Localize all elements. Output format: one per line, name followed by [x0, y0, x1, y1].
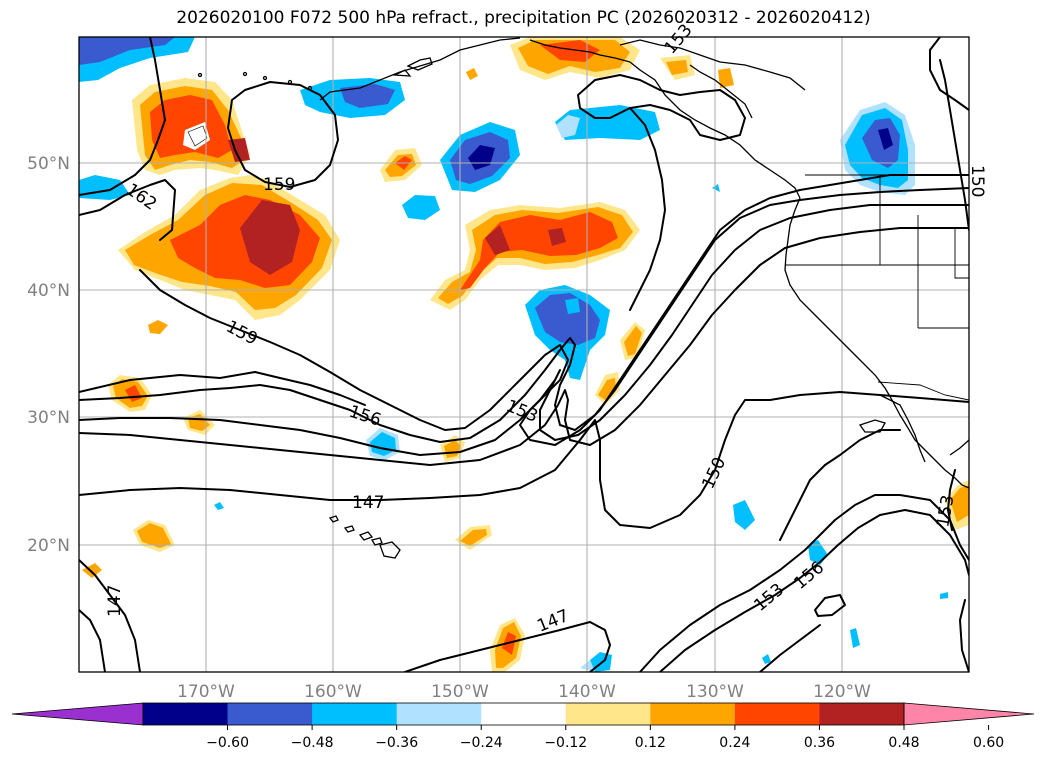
refractivity-contours — [79, 37, 969, 672]
lon-axis-labels: 170°W 160°W 150°W 140°W 130°W 120°W — [177, 682, 871, 702]
colorbar-tick-label: −0.12 — [544, 735, 587, 751]
colorbar-segment — [650, 703, 736, 725]
colorbar-frame — [142, 702, 905, 726]
contour-label: 147 — [105, 585, 125, 617]
colorbar-tick-label: 0.48 — [888, 735, 919, 751]
lat-tick-label: 40°N — [27, 281, 70, 301]
contour-label: 150 — [967, 165, 987, 197]
precip-shading — [79, 37, 969, 672]
colorbar-tick-label: −0.36 — [375, 735, 418, 751]
colorbar-segment — [227, 703, 313, 725]
colorbar-segment — [565, 703, 651, 725]
contour-label: 159 — [223, 317, 261, 350]
lon-tick-label: 150°W — [431, 682, 489, 702]
colorbar-segment — [734, 703, 820, 725]
lon-tick-label: 130°W — [686, 682, 744, 702]
contour-label: 162 — [122, 180, 160, 215]
colorbar-segment — [143, 703, 229, 725]
map-title: 2026020100 F072 500 hPa refract., precip… — [176, 8, 871, 28]
contour-label: 150 — [698, 454, 730, 492]
lat-tick-label: 30°N — [27, 408, 70, 428]
map-frame — [78, 36, 970, 673]
colorbar-segment — [819, 703, 905, 725]
colorbar-segment — [481, 703, 567, 725]
colorbar-tick-label: −0.60 — [206, 735, 249, 751]
colorbar-extend-low — [11, 702, 144, 726]
colorbar-tick-label: 0.36 — [804, 735, 835, 751]
lon-tick-label: 160°W — [304, 682, 362, 702]
colorbar: −0.60 −0.48 −0.36 −0.24 −0.12 0.12 0.24 0.36 0.4… — [11, 702, 1035, 751]
lat-tick-label: 50°N — [27, 154, 70, 174]
colorbar-segment — [396, 703, 482, 725]
contour-label: 153 — [503, 396, 541, 427]
lon-tick-label: 140°W — [558, 682, 616, 702]
contour-label: 156 — [346, 402, 383, 431]
colorbar-tick-label: 0.60 — [973, 735, 1004, 751]
contour-label: 159 — [263, 175, 295, 195]
lon-tick-label: 170°W — [177, 682, 235, 702]
contour-label: 156 — [790, 558, 828, 594]
contour-label: 147 — [534, 606, 572, 637]
colorbar-extend-high — [903, 702, 1035, 726]
colorbar-tick-label: 0.24 — [719, 735, 750, 751]
colorbar-tick-label: 0.12 — [635, 735, 666, 751]
lat-tick-label: 20°N — [27, 536, 70, 556]
contour-label: 147 — [352, 493, 384, 513]
lat-axis-labels: 20°N 30°N 40°N 50°N — [27, 154, 70, 556]
colorbar-tick-label: −0.24 — [460, 735, 503, 751]
colorbar-segment — [312, 703, 398, 725]
lon-tick-label: 120°W — [813, 682, 871, 702]
colorbar-tick-label: −0.48 — [291, 735, 334, 751]
